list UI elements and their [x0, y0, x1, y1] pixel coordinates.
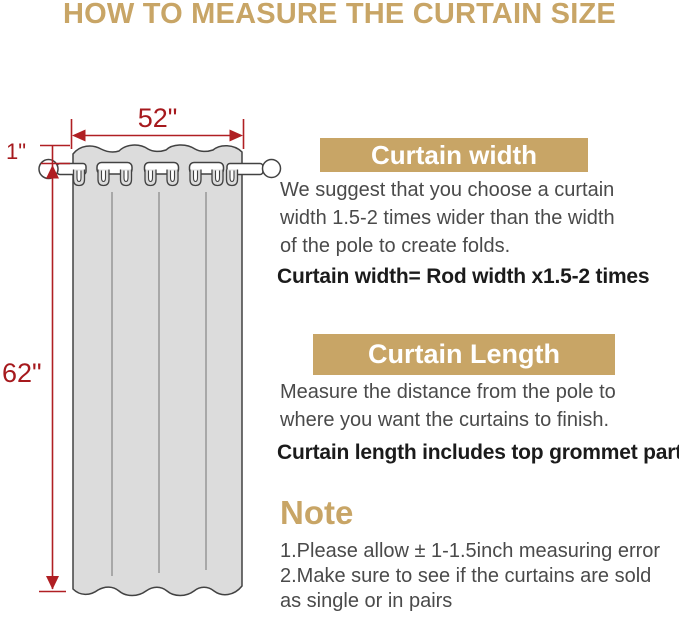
text-line: Measure the distance from the pole to	[280, 381, 616, 403]
curtain-measurement-diagram: 52" 1" 62"	[2, 103, 282, 597]
grommet-dimension-label: 1"	[6, 139, 26, 164]
note-item: 1.Please allow ± 1-1.5inch measuring err…	[280, 540, 661, 562]
curtain-length-heading: Curtain Length	[313, 334, 615, 375]
note-item: as single or in pairs	[280, 590, 453, 612]
rod-finial-right	[261, 158, 282, 179]
note-list: 1.Please allow ± 1-1.5inch measuring err…	[280, 539, 660, 614]
curtain-width-description: We suggest that you choose a curtain wid…	[280, 176, 615, 260]
page-title: HOW TO MEASURE THE CURTAIN SIZE	[63, 0, 616, 30]
note-heading: Note	[280, 494, 354, 531]
curtain-body	[72, 144, 243, 597]
curtain-width-heading: Curtain width	[320, 138, 588, 172]
text-line: We suggest that you choose a curtain	[280, 179, 615, 201]
length-dimension-label: 62"	[2, 358, 42, 388]
grommet-loops	[72, 169, 239, 187]
text-line: where you want the curtains to finish.	[280, 409, 610, 431]
text-line: width 1.5-2 times wider than the width	[280, 207, 615, 229]
length-dimension: 62"	[2, 145, 66, 593]
text-line: of the pole to create folds.	[280, 235, 511, 257]
curtain-length-formula: Curtain length includes top grommet part	[277, 441, 679, 464]
fold-lines	[111, 192, 207, 576]
width-dimension-label: 52"	[138, 103, 178, 133]
curtain-width-formula: Curtain width= Rod width x1.5-2 times	[277, 265, 650, 288]
curtain-length-description: Measure the distance from the pole to wh…	[280, 378, 616, 434]
note-item: 2.Make sure to see if the curtains are s…	[280, 565, 652, 587]
width-dimension: 52"	[70, 103, 245, 149]
